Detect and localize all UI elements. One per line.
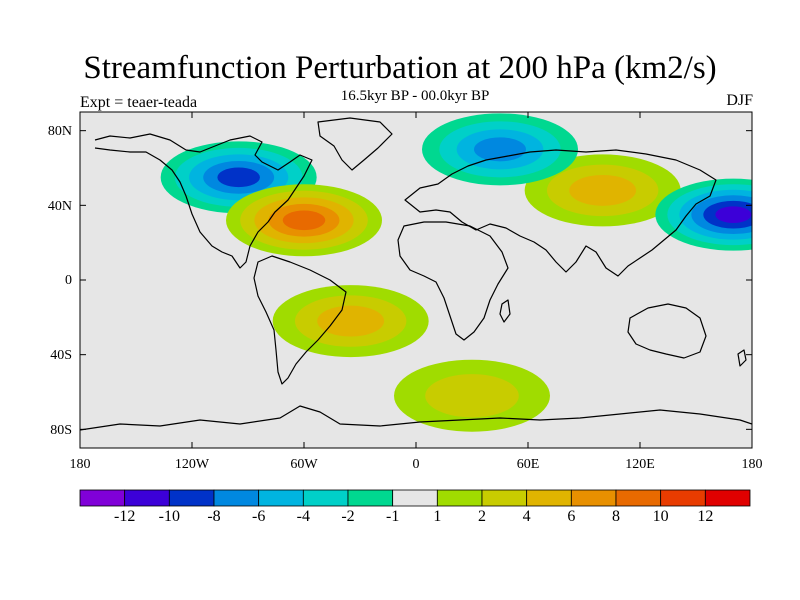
lat-label-40s: 40S — [50, 348, 72, 363]
colorbar-box — [258, 489, 304, 507]
colorbar-label: 10 — [652, 508, 669, 525]
colorbar-label: -12 — [113, 508, 136, 525]
colorbar-label: 8 — [612, 508, 620, 525]
colorbar-label: -2 — [341, 508, 355, 525]
colorbar-box — [302, 489, 349, 507]
coastline-madagascar — [499, 299, 511, 323]
lon-label-120w: 120W — [174, 457, 210, 472]
lat-label-80s: 80S — [50, 423, 72, 438]
colorbar — [79, 489, 751, 507]
colorbar-label: -6 — [251, 508, 266, 525]
lat-label-80n: 80N — [47, 124, 72, 139]
north-pacific-trough-contour — [715, 206, 752, 223]
colorbar-box — [481, 489, 528, 507]
colorbar-label: 6 — [567, 508, 576, 525]
colorbar-label: 4 — [522, 508, 531, 525]
antarctic-ring-contour — [425, 374, 519, 418]
eurasia-ridge-contour — [569, 174, 637, 206]
coastlines — [80, 117, 752, 431]
coastline-north-america — [94, 133, 313, 269]
colorbar-box — [347, 489, 394, 507]
colorbar-box — [570, 489, 617, 507]
lat-label-40n: 40N — [47, 199, 72, 214]
coastline-south-america — [253, 255, 347, 385]
colorbar-label: -1 — [385, 508, 400, 525]
colorbar-label: -8 — [207, 508, 221, 525]
season-label: DJF — [726, 92, 753, 109]
colorbar-box — [526, 489, 572, 507]
lon-label-180w: 180 — [69, 457, 91, 472]
colorbar-box — [124, 489, 170, 507]
lon-label-180e: 180 — [741, 457, 763, 472]
experiment-label: Expt = teaer-teada — [80, 94, 198, 111]
coastline-greenland — [317, 117, 393, 171]
map-panel — [80, 112, 752, 448]
colorbar-box — [168, 489, 215, 507]
colorbar-box — [436, 489, 483, 507]
coastline-africa — [397, 221, 509, 341]
lon-label-0: 0 — [412, 457, 420, 472]
coastline-new-zealand — [737, 349, 747, 367]
north-america-trough-contour — [217, 167, 260, 188]
lon-label-120e: 120E — [625, 457, 655, 472]
colorbar-label: -10 — [158, 508, 180, 525]
colorbar-label: 12 — [697, 508, 714, 525]
lat-label-eq: 0 — [65, 273, 72, 288]
colorbar-box — [704, 489, 751, 507]
north-atlantic-ridge-contour — [282, 210, 326, 231]
plot-subtitle: 16.5kyr BP - 00.0kyr BP — [340, 88, 490, 104]
coastline-australia — [627, 303, 707, 359]
lon-label-60e: 60E — [516, 457, 540, 472]
colorbar-label: 1 — [433, 508, 442, 525]
streamfunction-field — [160, 113, 752, 432]
colorbar-label: -4 — [296, 508, 310, 525]
colorbar-box — [615, 489, 662, 507]
colorbar-label: 2 — [478, 508, 486, 525]
colorbar-box — [213, 489, 260, 507]
coastline-eurasia — [404, 149, 717, 277]
coastline-antarctica — [80, 405, 752, 431]
plot-title: Streamfunction Perturbation at 200 hPa (… — [83, 50, 717, 86]
south-atlantic-high-contour — [317, 305, 385, 337]
colorbar-box — [660, 489, 706, 507]
map-ticks — [79, 112, 753, 448]
lon-label-60w: 60W — [290, 457, 318, 472]
colorbar-box — [392, 489, 438, 507]
colorbar-box — [79, 489, 126, 507]
